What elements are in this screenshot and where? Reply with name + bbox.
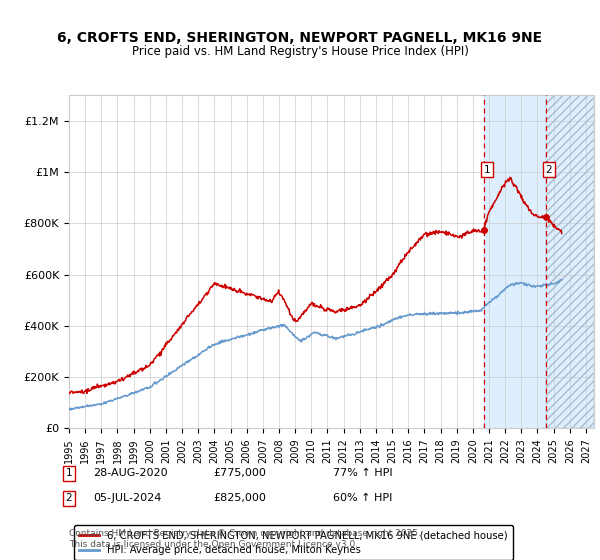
Text: 2: 2	[545, 165, 552, 175]
Text: £825,000: £825,000	[213, 493, 266, 503]
Text: 28-AUG-2020: 28-AUG-2020	[93, 468, 167, 478]
Text: 1: 1	[65, 468, 73, 478]
Bar	[484, 95, 594, 428]
Text: 60% ↑ HPI: 60% ↑ HPI	[333, 493, 392, 503]
Legend: 6, CROFTS END, SHERINGTON, NEWPORT PAGNELL, MK16 9NE (detached house), HPI: Aver: 6, CROFTS END, SHERINGTON, NEWPORT PAGNE…	[74, 525, 512, 560]
Text: £775,000: £775,000	[213, 468, 266, 478]
Text: 2: 2	[65, 493, 73, 503]
Text: 1: 1	[484, 165, 490, 175]
Text: 05-JUL-2024: 05-JUL-2024	[93, 493, 161, 503]
Text: 77% ↑ HPI: 77% ↑ HPI	[333, 468, 392, 478]
Text: 6, CROFTS END, SHERINGTON, NEWPORT PAGNELL, MK16 9NE: 6, CROFTS END, SHERINGTON, NEWPORT PAGNE…	[58, 31, 542, 45]
Text: Contains HM Land Registry data © Crown copyright and database right 2025.
This d: Contains HM Land Registry data © Crown c…	[69, 529, 421, 549]
Bar	[545, 95, 594, 428]
Text: Price paid vs. HM Land Registry's House Price Index (HPI): Price paid vs. HM Land Registry's House …	[131, 45, 469, 58]
